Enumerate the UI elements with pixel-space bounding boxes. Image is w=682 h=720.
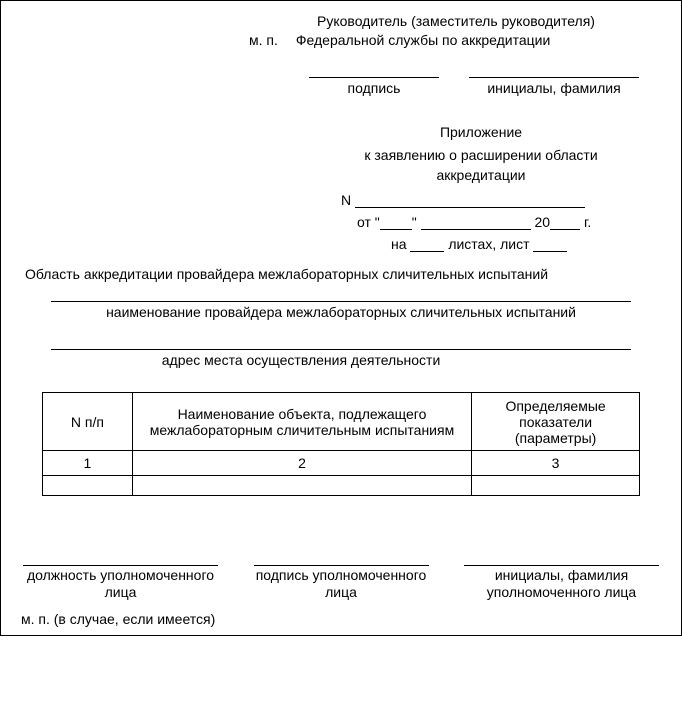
year-blank — [550, 229, 580, 230]
th-npp: N п/п — [43, 393, 133, 451]
mp-label: м. п. — [249, 32, 278, 48]
footer-cell-3: инициалы, фамилия уполномоченного лица — [464, 550, 659, 601]
date-row: от " " 20 г. — [357, 214, 661, 230]
signature-label-1: подпись — [309, 80, 439, 96]
tn-param: 3 — [472, 451, 640, 476]
appendix-sub1: к заявлению о расширении области — [301, 146, 661, 164]
bottom-note: м. п. (в случае, если имеется) — [21, 611, 661, 627]
lists-label: листах, лист — [448, 236, 529, 252]
footer-label-3: инициалы, фамилия уполномоченного лица — [464, 567, 659, 601]
provider-line-wrap — [21, 286, 661, 302]
ot-label: от " — [357, 214, 380, 230]
signature-row: подпись инициалы, фамилия — [309, 62, 661, 96]
header-line2: Федеральной службы по аккредитации — [296, 32, 661, 48]
appendix-sub2: аккредитации — [301, 166, 661, 184]
address-line-wrap — [21, 334, 661, 350]
footer-cell-1: должность уполномоченного лица — [23, 550, 218, 601]
table-header-row: N п/п Наименование объекта, подлежащего … — [43, 393, 640, 451]
document-page: Руководитель (заместитель руководителя) … — [0, 0, 682, 636]
footer-cell-2: подпись уполномоченного лица — [254, 550, 429, 601]
year-label: 20 — [535, 214, 551, 230]
footer-line-2 — [254, 550, 429, 566]
address-blank-line — [51, 334, 631, 350]
footer-line-3 — [464, 550, 659, 566]
te-param — [472, 476, 640, 496]
signature-line-1 — [309, 62, 439, 78]
te-npp — [43, 476, 133, 496]
footer-signature-row: должность уполномоченного лица подпись у… — [21, 550, 661, 601]
tn-name: 2 — [132, 451, 471, 476]
signature-label-2: инициалы, фамилия — [469, 80, 639, 96]
na-label: на — [391, 236, 407, 252]
appendix-title: Приложение — [301, 124, 661, 140]
signature-cell-2: инициалы, фамилия — [469, 62, 639, 96]
header-block: Руководитель (заместитель руководителя) … — [21, 13, 661, 96]
provider-blank-line — [51, 286, 631, 302]
n-label: N — [341, 192, 351, 208]
sheets-row: на листах, лист — [391, 236, 661, 252]
day-blank — [380, 229, 412, 230]
tn-npp: 1 — [43, 451, 133, 476]
table-empty-row — [43, 476, 640, 496]
header-line2-row: м. п. Федеральной службы по аккредитации — [21, 32, 661, 48]
footer-label-1: должность уполномоченного лица — [23, 567, 218, 601]
sheet-num-blank — [533, 251, 567, 252]
signature-line-2 — [469, 62, 639, 78]
provider-caption: наименование провайдера межлабораторных … — [21, 304, 661, 320]
sheets-count-blank — [410, 251, 444, 252]
main-title: Область аккредитации провайдера межлабор… — [21, 266, 661, 282]
ot-mid: " — [412, 214, 417, 230]
number-row: N — [341, 192, 661, 208]
n-blank-line — [355, 207, 585, 208]
te-name — [132, 476, 471, 496]
signature-cell-1: подпись — [309, 62, 439, 96]
appendix-block: Приложение к заявлению о расширении обла… — [301, 124, 661, 252]
th-param: Определяемые показатели (параметры) — [472, 393, 640, 451]
footer-label-2: подпись уполномоченного лица — [254, 567, 429, 601]
month-blank — [421, 229, 531, 230]
address-caption: адрес места осуществления деятельности — [0, 352, 661, 368]
table-number-row: 1 2 3 — [43, 451, 640, 476]
year-suffix: г. — [584, 214, 591, 230]
footer-line-1 — [23, 550, 218, 566]
th-name: Наименование объекта, подлежащего межлаб… — [132, 393, 471, 451]
address-block: адрес места осуществления деятельности — [21, 334, 661, 368]
objects-table: N п/п Наименование объекта, подлежащего … — [42, 392, 640, 496]
header-line1: Руководитель (заместитель руководителя) — [251, 13, 661, 29]
